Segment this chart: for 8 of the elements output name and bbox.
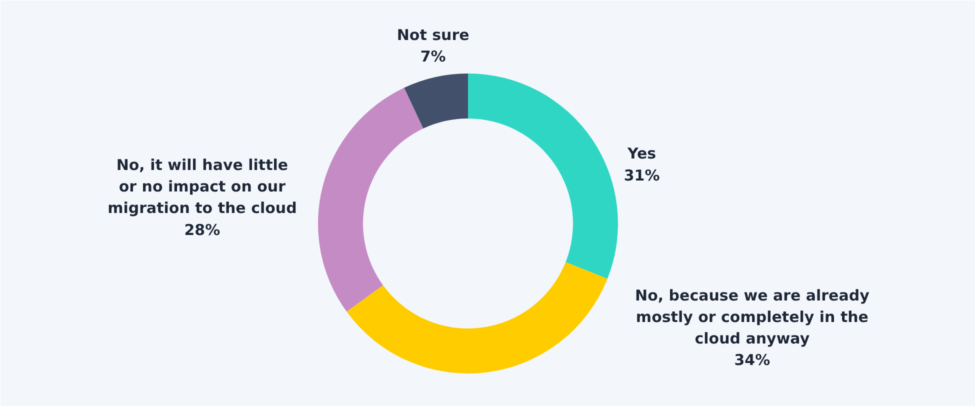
slice-label: No, it will have little or no impact on our migration to the cloud <box>108 156 297 218</box>
slice-label: Yes <box>626 144 656 163</box>
slice-label: Not sure <box>396 26 470 44</box>
data-label: 31% <box>624 166 660 184</box>
data-label: 7% <box>420 48 446 66</box>
slice-label: No, because we are already mostly or completely in the cloud anyway <box>635 286 870 348</box>
data-label: 34% <box>734 351 770 370</box>
data-label: 28% <box>184 220 220 239</box>
